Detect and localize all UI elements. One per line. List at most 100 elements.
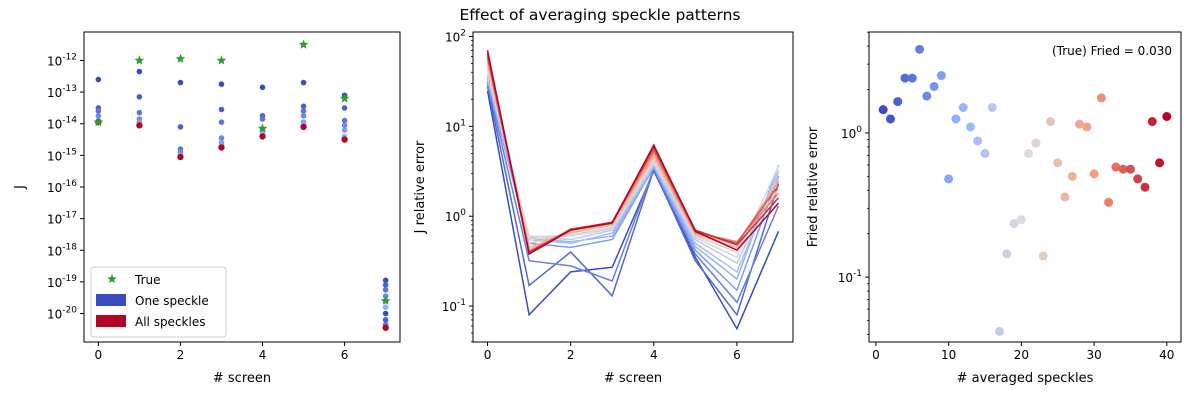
x-tick-label: 2 [567,348,575,362]
error-series-line [486,70,780,259]
x-tick-label: 6 [341,348,349,362]
fried-error-point [1009,219,1019,229]
annotation-true-fried: (True) Fried = 0.030 [1052,44,1172,58]
y-tick-label-exp: -18 [62,242,77,252]
figure-title: Effect of averaging speckle patterns [459,6,741,24]
y-tick-label-exp: 1 [460,118,466,128]
fried-error-point [987,103,997,113]
true-value-star [175,53,186,63]
y-tick-label: 10-16 [47,179,77,195]
fried-error-point [1082,122,1092,132]
one-speckle-point [259,84,266,91]
y-tick-label: 100 [445,208,466,224]
fried-error-point [1075,119,1085,129]
legend-true-marker [107,274,117,283]
true-value-star [93,117,104,127]
axes-frame [472,31,794,343]
one-speckle-point [382,287,389,293]
y-tick-label-exp: -1 [457,298,466,308]
fried-error-point [1140,182,1150,192]
y-tick-label: 10-18 [47,242,77,258]
fried-error-point [1155,158,1165,168]
fried-error-point [951,114,961,124]
error-series-line [486,86,780,317]
one-speckle-point [218,106,225,113]
one-speckle-point [341,105,348,111]
one-speckle-point [136,109,143,116]
one-speckle-point [382,277,389,284]
y-tick-label-exp: -15 [62,147,77,157]
one-speckle-point [382,282,389,288]
fried-error-point [1125,164,1135,174]
one-speckle-point [300,108,307,114]
y-tick-label-base: 10 [841,127,856,141]
one-speckle-point [341,127,348,133]
fried-error-point [944,174,954,184]
x-tick-label: 4 [650,348,658,362]
fried-error-point [893,97,903,107]
y-tick-label-base: 10 [47,244,62,258]
y-tick-label-base: 10 [442,300,457,314]
fried-error-point [958,103,968,113]
y-tick-label: 10-12 [47,52,77,68]
y-tick-label: 10-1 [442,298,466,314]
error-series-line [486,52,780,254]
y-tick-label: 10-20 [47,306,77,322]
one-speckle-point [218,81,225,87]
one-speckle-point [382,310,389,317]
x-tick-label: 10 [941,348,956,362]
y-tick-label: 100 [841,125,862,141]
y-tick-label-base: 10 [47,213,62,227]
y-tick-label: 10-1 [838,269,862,285]
legend-patch [96,315,126,327]
legend-label: One speckle [135,294,209,308]
error-series-line [486,67,780,253]
x-tick-label: 4 [259,348,267,362]
error-series-line [486,74,780,265]
fried-error-point [1067,171,1077,181]
y-tick-label: 102 [445,28,466,44]
fried-error-point [1104,197,1114,207]
fried-error-point [922,91,932,101]
error-series-line [486,76,780,274]
x-tick-label: 40 [1159,348,1174,362]
y-tick-label-exp: 2 [460,28,466,38]
fried-error-point [1111,162,1121,172]
one-speckle-point [95,113,102,119]
y-tick-label-base: 10 [445,120,460,134]
fried-error-point [1031,138,1041,148]
fried-error-point [1016,215,1026,225]
y-tick-label: 101 [445,118,466,134]
error-series-line [486,80,780,292]
y-tick-label: 10-13 [47,84,77,100]
x-tick-label: 0 [95,348,103,362]
error-series-line [486,90,780,331]
one-speckle-point [300,113,307,119]
all-speckles-point [341,136,348,143]
fried-error-point [995,326,1005,336]
fried-error-point [900,73,910,83]
y-tick-label-exp: 0 [856,125,862,135]
x-tick-label: 6 [733,348,741,362]
one-speckle-point [300,79,307,86]
fried-error-point [1089,169,1099,179]
legend: True One speckle All speckles [90,266,227,338]
x-tick-label: 2 [177,348,185,362]
fried-error-point [929,81,939,91]
legend-label: True [134,273,161,287]
y-tick-label: 10-17 [47,211,77,227]
y-tick-label-base: 10 [47,181,62,195]
fried-error-point [936,71,946,81]
fried-error-point [973,136,983,146]
all-speckles-point [218,144,225,151]
fried-error-point [1024,149,1034,159]
one-speckle-point [300,103,307,110]
all-speckles-point [382,324,389,331]
x-tick-label: 0 [484,348,492,362]
y-tick-label-base: 10 [47,54,62,68]
x-tick-label: 20 [1014,348,1029,362]
fried-error-point [1118,164,1128,174]
fried-error-point [1096,93,1106,103]
true-value-star [257,123,268,133]
x-tick-label: 30 [1086,348,1101,362]
